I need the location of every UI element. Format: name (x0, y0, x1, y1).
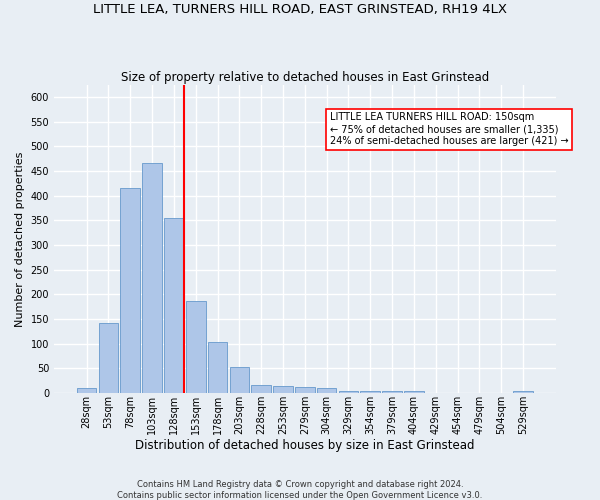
Bar (186, 302, 206, 393)
Bar (361, 390, 380, 393)
Bar (208, 342, 227, 393)
Text: LITTLE LEA TURNERS HILL ROAD: 150sqm
← 75% of detached houses are smaller (1,335: LITTLE LEA TURNERS HILL ROAD: 150sqm ← 7… (330, 112, 569, 146)
Bar (98, 322, 118, 393)
Y-axis label: Number of detached properties: Number of detached properties (15, 151, 25, 326)
Bar (382, 390, 402, 393)
Bar (295, 388, 314, 393)
Bar (338, 390, 358, 393)
Bar (230, 366, 249, 393)
Bar (164, 218, 184, 393)
Bar (317, 388, 337, 393)
Bar (142, 163, 162, 393)
Text: LITTLE LEA, TURNERS HILL ROAD, EAST GRINSTEAD, RH19 4LX: LITTLE LEA, TURNERS HILL ROAD, EAST GRIN… (93, 2, 507, 16)
Bar (121, 188, 140, 393)
Bar (404, 390, 424, 393)
Title: Size of property relative to detached houses in East Grinstead: Size of property relative to detached ho… (121, 70, 489, 84)
Bar (251, 386, 271, 393)
Text: Contains HM Land Registry data © Crown copyright and database right 2024.
Contai: Contains HM Land Registry data © Crown c… (118, 480, 482, 500)
Bar (273, 386, 293, 393)
Bar (77, 388, 97, 393)
Bar (513, 390, 533, 393)
X-axis label: Distribution of detached houses by size in East Grinstead: Distribution of detached houses by size … (135, 440, 475, 452)
